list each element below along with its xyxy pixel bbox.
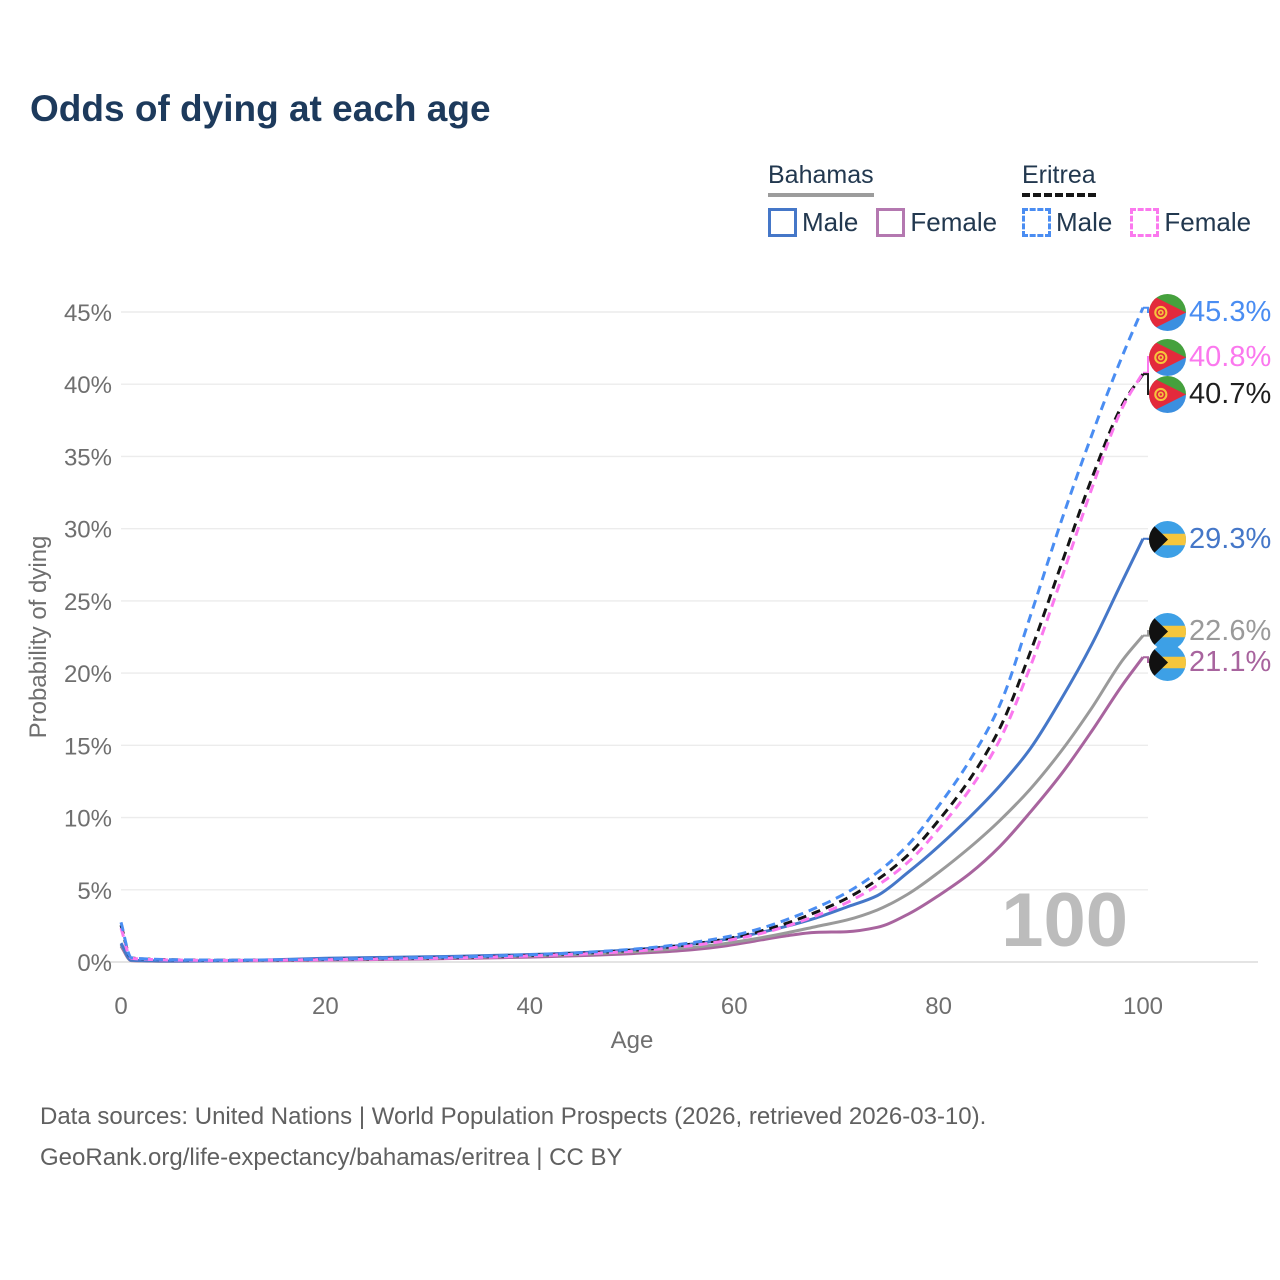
data-source-line-2: GeoRank.org/life-expectancy/bahamas/erit… xyxy=(40,1144,623,1171)
end-label-eritrea-male: 45.3% xyxy=(1149,293,1272,331)
bahamas-male-swatch-icon xyxy=(768,208,797,237)
legend-item-bahamas-female[interactable]: Female xyxy=(876,207,997,238)
legend-item-eritrea-male[interactable]: Male xyxy=(1022,207,1112,238)
svg-text:45%: 45% xyxy=(64,300,112,327)
line-eritrea-female xyxy=(119,371,1145,962)
bahamas-female-swatch-icon xyxy=(876,208,906,237)
eritrea-flag-icon xyxy=(1149,293,1186,331)
gridlines xyxy=(104,311,1258,963)
svg-text:100: 100 xyxy=(1123,993,1163,1020)
svg-text:60: 60 xyxy=(721,993,748,1020)
end-label-bahamas-female: 21.1% xyxy=(1149,643,1272,681)
end-label-value: 22.6% xyxy=(1189,614,1272,647)
end-label-value: 40.8% xyxy=(1189,340,1272,373)
legend-header-bahamas: Bahamas xyxy=(768,161,874,197)
end-label-value: 40.7% xyxy=(1189,377,1272,410)
legend-header-eritrea: Eritrea xyxy=(1022,161,1096,197)
svg-text:10%: 10% xyxy=(64,806,112,833)
svg-text:20: 20 xyxy=(312,993,339,1020)
svg-text:0: 0 xyxy=(114,993,127,1020)
end-label-bahamas-male: 29.3% xyxy=(1149,520,1272,558)
eritrea-female-swatch-icon xyxy=(1130,208,1160,237)
svg-text:40: 40 xyxy=(516,993,543,1020)
data-source-line-1: Data sources: United Nations | World Pop… xyxy=(40,1103,987,1130)
legend-group-bahamas: Bahamas Male Female xyxy=(768,161,1015,238)
svg-text:30%: 30% xyxy=(64,517,112,544)
y-axis-title: Probability of dying xyxy=(25,536,52,739)
bahamas-flag-icon xyxy=(1149,612,1186,650)
svg-text:15%: 15% xyxy=(64,733,112,760)
eritrea-flag-icon xyxy=(1149,375,1186,413)
x-axis-ticks: 0 20 40 60 80 100 xyxy=(114,993,1163,1020)
end-label-bahamas-both: 22.6% xyxy=(1149,612,1272,650)
chart-title: Odds of dying at each age xyxy=(30,88,491,129)
svg-text:35%: 35% xyxy=(64,444,112,471)
end-label-eritrea-both: 40.7% xyxy=(1149,375,1272,413)
line-bahamas-female xyxy=(119,656,1145,963)
eritrea-male-swatch-icon xyxy=(1022,208,1051,237)
legend-group-eritrea: Eritrea Male Female xyxy=(1022,161,1269,238)
bahamas-flag-icon xyxy=(1149,520,1186,558)
age-hover-indicator: 100 xyxy=(1001,878,1128,963)
eritrea-flag-icon xyxy=(1149,338,1186,376)
svg-text:5%: 5% xyxy=(77,878,112,905)
bahamas-flag-icon xyxy=(1149,643,1186,681)
svg-text:25%: 25% xyxy=(64,589,112,616)
line-eritrea-both xyxy=(119,373,1145,962)
svg-text:80: 80 xyxy=(925,993,952,1020)
end-label-eritrea-female: 40.8% xyxy=(1149,338,1272,376)
svg-text:20%: 20% xyxy=(64,661,112,688)
end-label-value: 29.3% xyxy=(1189,522,1272,555)
x-axis-title: Age xyxy=(611,1027,654,1054)
footer: Data sources: United Nations | World Pop… xyxy=(40,1096,986,1178)
line-eritrea-male xyxy=(119,307,1145,962)
legend-item-bahamas-male[interactable]: Male xyxy=(768,207,858,238)
series-lines xyxy=(119,307,1145,963)
y-axis-ticks: 0% 5% 10% 15% 20% 25% 30% 35% 40% 45% xyxy=(64,300,112,977)
svg-text:40%: 40% xyxy=(64,372,112,399)
svg-text:0%: 0% xyxy=(77,950,112,977)
end-label-value: 21.1% xyxy=(1189,645,1272,678)
end-label-value: 45.3% xyxy=(1189,295,1272,328)
legend-item-eritrea-female[interactable]: Female xyxy=(1130,207,1251,238)
